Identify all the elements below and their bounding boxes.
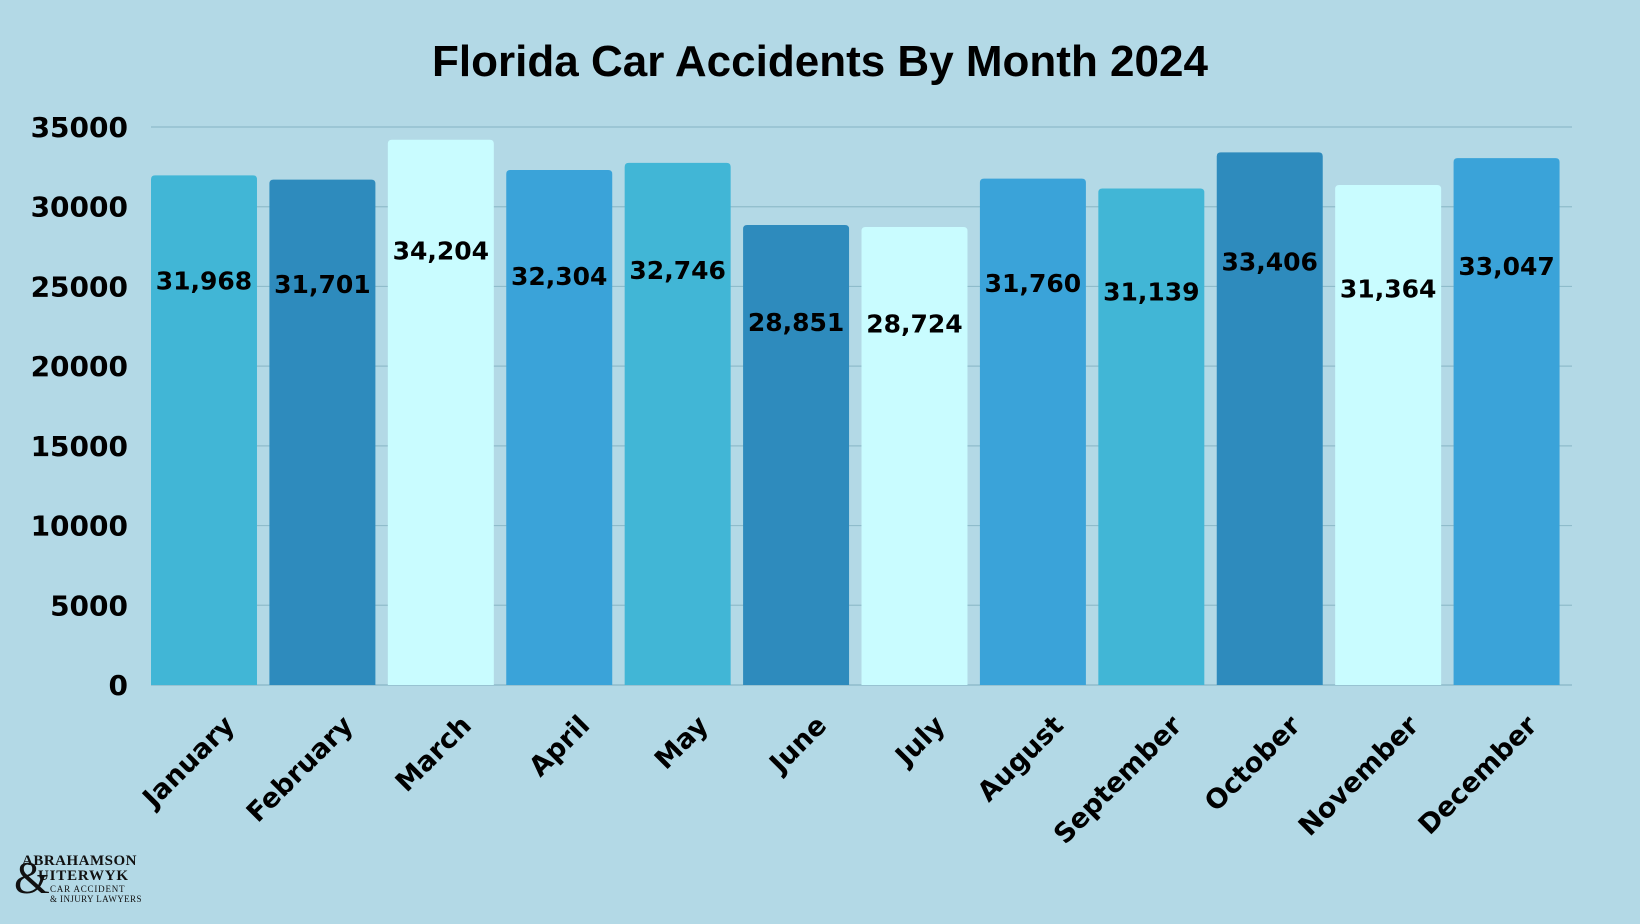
data-label: 32,746 xyxy=(629,256,725,285)
data-label: 32,304 xyxy=(511,262,607,291)
x-tick-label: April xyxy=(523,710,596,783)
company-logo: ABRAHAMSON & UITERWYK CAR ACCIDENT & INJ… xyxy=(14,851,164,907)
y-tick-label: 15000 xyxy=(31,430,128,463)
bar-december xyxy=(1453,158,1560,685)
bars xyxy=(151,139,1560,686)
bar-october xyxy=(1216,152,1323,686)
y-tick-label: 25000 xyxy=(31,270,128,303)
data-label: 31,364 xyxy=(1340,274,1436,303)
logo-line-abrahamson: ABRAHAMSON xyxy=(22,853,138,869)
data-label: 33,047 xyxy=(1458,252,1554,281)
y-tick-label: 5000 xyxy=(50,589,128,622)
y-axis-ticks: 0 5000 10000 15000 20000 25000 30000 35000 xyxy=(31,111,128,702)
chart-title: Florida Car Accidents By Month 2024 xyxy=(432,37,1208,86)
bar-july xyxy=(861,227,968,685)
x-axis-ticks: January February March April May June July Augu… xyxy=(136,710,1544,851)
y-tick-label: 30000 xyxy=(31,191,128,224)
x-tick-label: March xyxy=(390,710,478,798)
data-label: 31,968 xyxy=(156,266,252,295)
x-tick-label: August xyxy=(972,710,1070,808)
data-label: 33,406 xyxy=(1221,247,1317,276)
data-label: 28,724 xyxy=(866,310,962,339)
x-tick-label: October xyxy=(1199,710,1307,818)
bar-february xyxy=(269,179,376,685)
logo-line-uiterwyk: UITERWYK xyxy=(38,868,129,884)
bar-april xyxy=(506,169,613,686)
data-label: 31,760 xyxy=(985,269,1081,298)
data-label: 31,701 xyxy=(274,270,370,299)
bar-march xyxy=(387,139,494,685)
x-tick-label: November xyxy=(1293,710,1426,843)
bar-september xyxy=(1098,188,1205,686)
data-label: 34,204 xyxy=(393,237,489,266)
bar-november xyxy=(1335,184,1442,685)
bar-january xyxy=(151,175,257,685)
data-label: 31,139 xyxy=(1103,277,1199,306)
logo-line-injury-lawyers: & INJURY LAWYERS xyxy=(50,894,142,904)
x-tick-label: December xyxy=(1413,710,1544,841)
bar-august xyxy=(979,178,1086,686)
data-labels: 31,968 31,701 34,204 32,304 32,746 28,851 28,7… xyxy=(156,237,1555,339)
logo-line-car-accident: CAR ACCIDENT xyxy=(50,884,126,894)
x-tick-label: September xyxy=(1048,710,1189,851)
x-tick-label: July xyxy=(888,710,951,773)
y-tick-label: 0 xyxy=(109,669,128,702)
x-tick-label: January xyxy=(136,710,242,816)
data-label: 28,851 xyxy=(748,308,844,337)
bar-may xyxy=(624,162,731,686)
y-tick-label: 10000 xyxy=(31,510,128,543)
bar-june xyxy=(743,225,850,685)
logo-ampersand: & xyxy=(14,852,50,903)
y-tick-label: 20000 xyxy=(31,350,128,383)
x-tick-label: May xyxy=(649,710,715,776)
x-tick-label: February xyxy=(241,710,360,829)
x-tick-label: June xyxy=(762,710,833,781)
y-tick-label: 35000 xyxy=(31,111,128,144)
